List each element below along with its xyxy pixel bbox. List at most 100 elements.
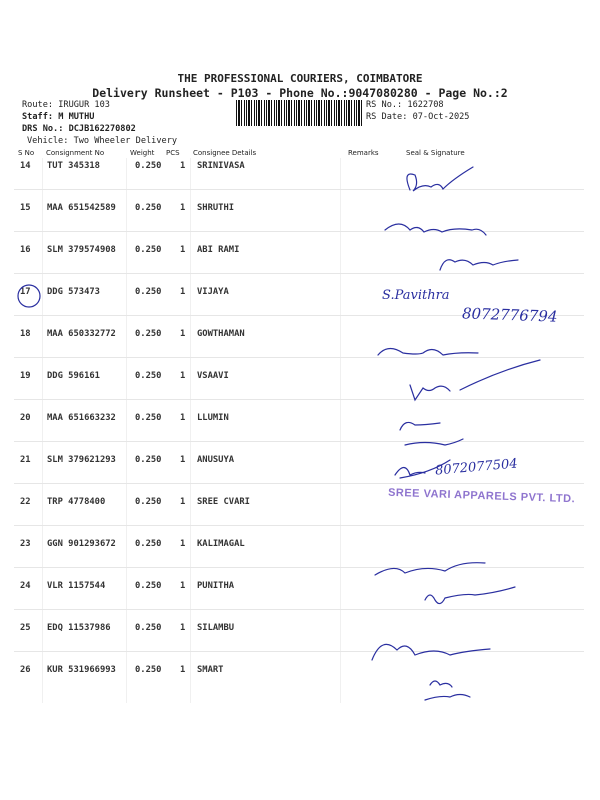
- cell-consignment: KUR 531966993: [47, 665, 116, 675]
- cell-consignment: MAA 651663232: [47, 413, 116, 423]
- drs-number: DRS No.: DCJB162270802: [22, 124, 136, 134]
- cell-pcs: 1: [180, 161, 186, 171]
- row-divider: [14, 609, 584, 610]
- cell-sno: 22: [20, 497, 31, 507]
- row-divider: [14, 273, 584, 274]
- cell-consignee: VSAAVI: [197, 371, 229, 381]
- table-row: 18 MAA 650332772 0.250 1 GOWTHAMAN: [0, 329, 600, 371]
- table-row: 22 TRP 4778400 0.250 1 SREE CVARI: [0, 497, 600, 539]
- col-pcs: PCS: [166, 149, 180, 157]
- cell-pcs: 1: [180, 287, 186, 297]
- cell-sno: 24: [20, 581, 31, 591]
- cell-pcs: 1: [180, 665, 186, 675]
- cell-consignment: TRP 4778400: [47, 497, 106, 507]
- cell-sno: 20: [20, 413, 31, 423]
- staff: Staff: M MUTHU: [22, 112, 95, 122]
- cell-sno: 15: [20, 203, 31, 213]
- table-row: 24 VLR 1157544 0.250 1 PUNITHA: [0, 581, 600, 623]
- col-remarks: Remarks: [348, 149, 379, 157]
- cell-weight: 0.250: [135, 539, 162, 549]
- col-weight: Weight: [130, 149, 155, 157]
- cell-weight: 0.250: [135, 623, 162, 633]
- cell-weight: 0.250: [135, 329, 162, 339]
- col-seal: Seal & Signature: [406, 149, 465, 157]
- cell-weight: 0.250: [135, 581, 162, 591]
- cell-pcs: 1: [180, 245, 186, 255]
- cell-consignee: ABI RAMI: [197, 245, 240, 255]
- runsheet-subtitle: Delivery Runsheet - P103 - Phone No.:904…: [92, 86, 508, 100]
- cell-consignment: SLM 379574908: [47, 245, 116, 255]
- cell-pcs: 1: [180, 203, 186, 213]
- cell-consignee: KALIMAGAL: [197, 539, 245, 549]
- table-row: 23 GGN 901293672 0.250 1 KALIMAGAL: [0, 539, 600, 581]
- cell-consignee: GOWTHAMAN: [197, 329, 245, 339]
- cell-consignee: VIJAYA: [197, 287, 229, 297]
- cell-consignee: SHRUTHI: [197, 203, 235, 213]
- row-divider: [14, 651, 584, 652]
- row-divider: [14, 231, 584, 232]
- vehicle: Vehicle: Two Wheeler Delivery: [27, 136, 178, 146]
- row-divider: [14, 189, 584, 190]
- cell-weight: 0.250: [135, 245, 162, 255]
- table-row: 25 EDQ 11537986 0.250 1 SILAMBU: [0, 623, 600, 665]
- cell-consignee: SILAMBU: [197, 623, 235, 633]
- cell-consignee: LLUMIN: [197, 413, 229, 423]
- row-divider: [14, 315, 584, 316]
- row-divider: [14, 357, 584, 358]
- cell-consignee: SRINIVASA: [197, 161, 245, 171]
- col-consignment: Consignment No: [46, 149, 105, 157]
- cell-sno: 21: [20, 455, 31, 465]
- cell-weight: 0.250: [135, 665, 162, 675]
- cell-consignment: DDG 573473: [47, 287, 100, 297]
- table-row: 21 SLM 379621293 0.250 1 ANUSUYA: [0, 455, 600, 497]
- cell-consignment: GGN 901293672: [47, 539, 116, 549]
- cell-weight: 0.250: [135, 413, 162, 423]
- col-consignee: Consignee Details: [193, 149, 257, 157]
- cell-pcs: 1: [180, 413, 186, 423]
- table-row: 15 MAA 651542589 0.250 1 SHRUTHI: [0, 203, 600, 245]
- table-row: 20 MAA 651663232 0.250 1 LLUMIN: [0, 413, 600, 455]
- cell-pcs: 1: [180, 371, 186, 381]
- cell-pcs: 1: [180, 455, 186, 465]
- cell-consignee: SMART: [197, 665, 224, 675]
- barcode: [236, 100, 364, 126]
- cell-consignment: MAA 651542589: [47, 203, 116, 213]
- company-title: THE PROFESSIONAL COURIERS, COIMBATORE: [177, 72, 423, 85]
- cell-consignment: SLM 379621293: [47, 455, 116, 465]
- cell-weight: 0.250: [135, 161, 162, 171]
- cell-consignee: SREE CVARI: [197, 497, 250, 507]
- cell-weight: 0.250: [135, 203, 162, 213]
- cell-consignment: TUT 345318: [47, 161, 100, 171]
- row-divider: [14, 483, 584, 484]
- table-row: 26 KUR 531966993 0.250 1 SMART: [0, 665, 600, 707]
- table-row: 14 TUT 345318 0.250 1 SRINIVASA: [0, 161, 600, 203]
- cell-consignment: MAA 650332772: [47, 329, 116, 339]
- cell-weight: 0.250: [135, 287, 162, 297]
- cell-sno: 17: [20, 287, 31, 297]
- cell-weight: 0.250: [135, 455, 162, 465]
- row-divider: [14, 441, 584, 442]
- rs-number: RS No.: 1622708: [366, 100, 444, 110]
- row-divider: [14, 525, 584, 526]
- cell-sno: 16: [20, 245, 31, 255]
- cell-weight: 0.250: [135, 497, 162, 507]
- table-row: 19 DDG 596161 0.250 1 VSAAVI: [0, 371, 600, 413]
- cell-pcs: 1: [180, 497, 186, 507]
- cell-consignee: PUNITHA: [197, 581, 235, 591]
- cell-sno: 25: [20, 623, 31, 633]
- cell-consignee: ANUSUYA: [197, 455, 235, 465]
- cell-sno: 18: [20, 329, 31, 339]
- table-row: 16 SLM 379574908 0.250 1 ABI RAMI: [0, 245, 600, 287]
- cell-sno: 14: [20, 161, 31, 171]
- cell-pcs: 1: [180, 539, 186, 549]
- handwritten-phone-17: 8072776794: [461, 304, 558, 326]
- cell-consignment: EDQ 11537986: [47, 623, 111, 633]
- cell-sno: 23: [20, 539, 31, 549]
- cell-pcs: 1: [180, 329, 186, 339]
- row-divider: [14, 399, 584, 400]
- cell-pcs: 1: [180, 581, 186, 591]
- route: Route: IRUGUR 103: [22, 100, 110, 110]
- cell-consignment: DDG 596161: [47, 371, 100, 381]
- col-sno: S No: [18, 149, 35, 157]
- cell-sno: 26: [20, 665, 31, 675]
